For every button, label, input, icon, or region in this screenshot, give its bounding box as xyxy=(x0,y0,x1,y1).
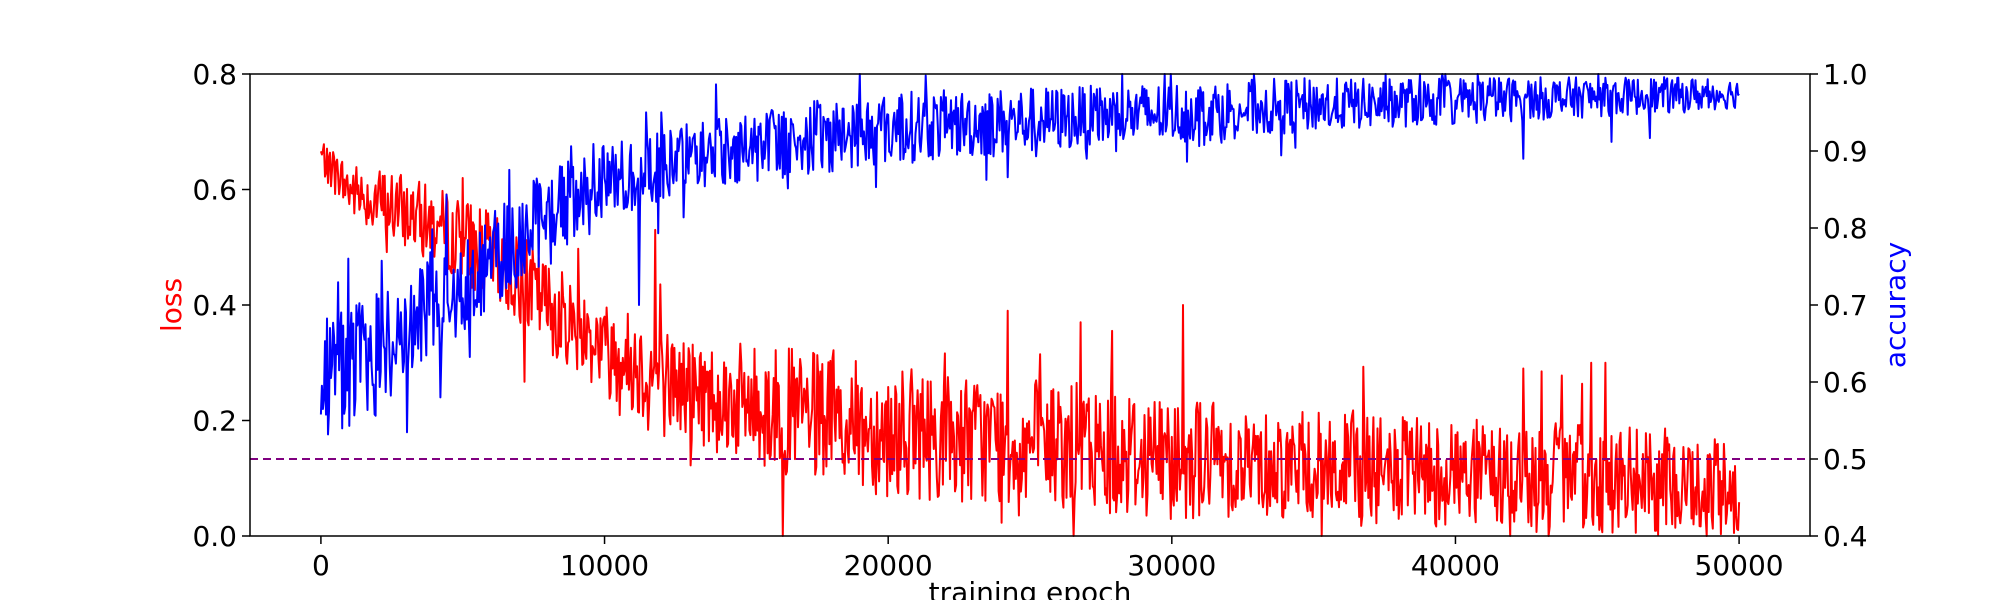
y-left-axis-title: loss xyxy=(155,278,188,332)
y-right-tick-label: 0.4 xyxy=(1823,520,1868,553)
series-layer xyxy=(250,73,1810,537)
y-left-tick-label: 0.8 xyxy=(192,58,237,91)
x-tick-label: 0 xyxy=(312,549,330,582)
x-tick-label: 20000 xyxy=(844,549,933,582)
loss-series-line xyxy=(319,143,1741,537)
y-right-tick-label: 0.5 xyxy=(1823,443,1868,476)
y-right-tick-label: 0.8 xyxy=(1823,212,1868,245)
y-left-tick-label: 0.0 xyxy=(192,520,237,553)
axes-layer: 0 10000 20000 30000 40000 50000 0.0 0.2 0.4 0.6 0.… xyxy=(192,58,1867,582)
y-left-tick-label: 0.4 xyxy=(192,289,237,322)
x-tick-label: 40000 xyxy=(1411,549,1500,582)
y-left-tick-label: 0.6 xyxy=(192,174,237,207)
x-tick-label: 50000 xyxy=(1695,549,1784,582)
accuracy-series-line xyxy=(319,73,1740,436)
y-right-tick-label: 0.6 xyxy=(1823,366,1868,399)
x-tick-label: 30000 xyxy=(1127,549,1216,582)
y-right-tick-label: 1.0 xyxy=(1823,58,1868,91)
x-tick-label: 10000 xyxy=(560,549,649,582)
y-right-tick-label: 0.9 xyxy=(1823,135,1868,168)
y-right-axis-title: accuracy xyxy=(1879,242,1912,368)
y-right-tick-label: 0.7 xyxy=(1823,289,1868,322)
x-axis-title: training epoch xyxy=(929,576,1132,600)
y-left-tick-label: 0.2 xyxy=(192,405,237,438)
